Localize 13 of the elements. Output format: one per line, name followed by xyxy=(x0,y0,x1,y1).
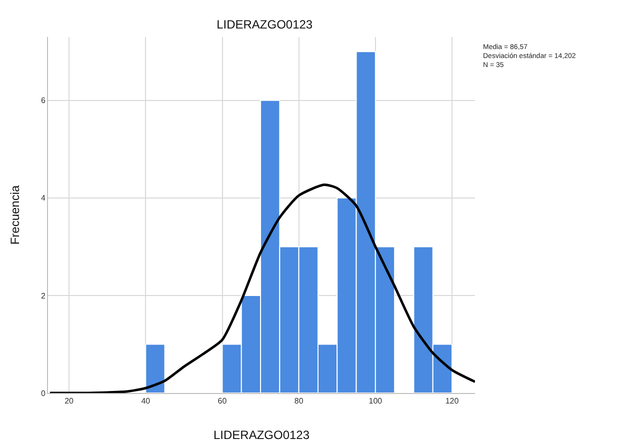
x-tick-label: 60 xyxy=(218,396,228,406)
x-axis-title: LIDERAZGO0123 xyxy=(213,428,310,442)
x-tick-label: 100 xyxy=(368,396,383,406)
y-tick-label: 6 xyxy=(40,96,46,106)
chart-title: LIDERAZGO0123 xyxy=(216,17,313,32)
x-tick-label: 80 xyxy=(294,396,304,406)
y-axis-title: Frecuencia xyxy=(8,185,22,245)
x-tick-label: 20 xyxy=(64,396,74,406)
y-tick-label: 4 xyxy=(40,194,46,203)
x-tick-label: 40 xyxy=(141,396,151,406)
y-tick-label: 2 xyxy=(40,291,46,300)
x-tick-label: 120 xyxy=(445,396,460,406)
y-tick-label: 0 xyxy=(40,388,46,398)
